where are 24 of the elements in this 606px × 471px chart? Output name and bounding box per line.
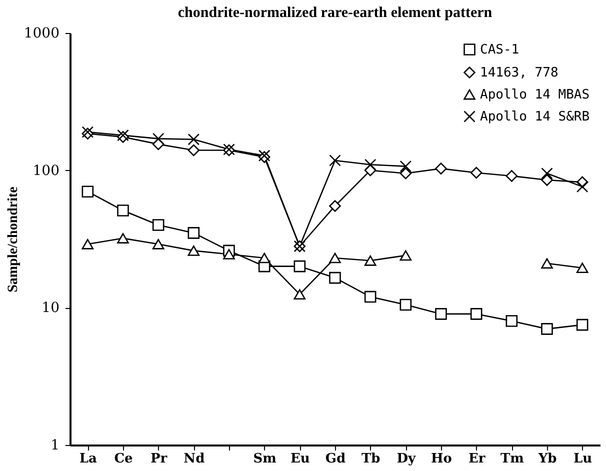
legend-label: Apollo 14 S&RB: [480, 110, 590, 124]
y-tick-label: 1000: [24, 26, 60, 42]
legend-label: CAS-1: [480, 42, 520, 58]
x-tick-label: Lu: [574, 452, 592, 466]
x-tick-label: Ce: [114, 452, 133, 466]
y-tick-label: 100: [32, 162, 60, 179]
x-tick-label: Pr: [150, 452, 168, 466]
x-tick-label: Gd: [325, 452, 346, 466]
x-tick-label: Yb: [537, 452, 557, 466]
x-tick-label: Er: [468, 452, 486, 466]
chart-title: chondrite-normalized rare-earth element pattern: [178, 5, 493, 21]
x-tick-label: Tb: [361, 452, 380, 466]
legend-label: 14163, 778: [480, 66, 558, 80]
x-tick-label: Dy: [396, 452, 416, 466]
y-tick-label: 10: [42, 300, 60, 316]
y-tick-label: 1: [50, 438, 60, 454]
x-tick-label: Eu: [290, 452, 310, 466]
x-tick-label: Nd: [184, 452, 205, 466]
y-axis-title: Sample/chondrite: [6, 186, 21, 292]
legend-label: Apollo 14 MBAS: [480, 88, 590, 102]
x-tick-label: La: [79, 452, 98, 466]
x-tick-label: Ho: [431, 452, 452, 466]
x-tick-label: Sm: [253, 452, 277, 466]
x-tick-label: Tm: [500, 452, 524, 466]
